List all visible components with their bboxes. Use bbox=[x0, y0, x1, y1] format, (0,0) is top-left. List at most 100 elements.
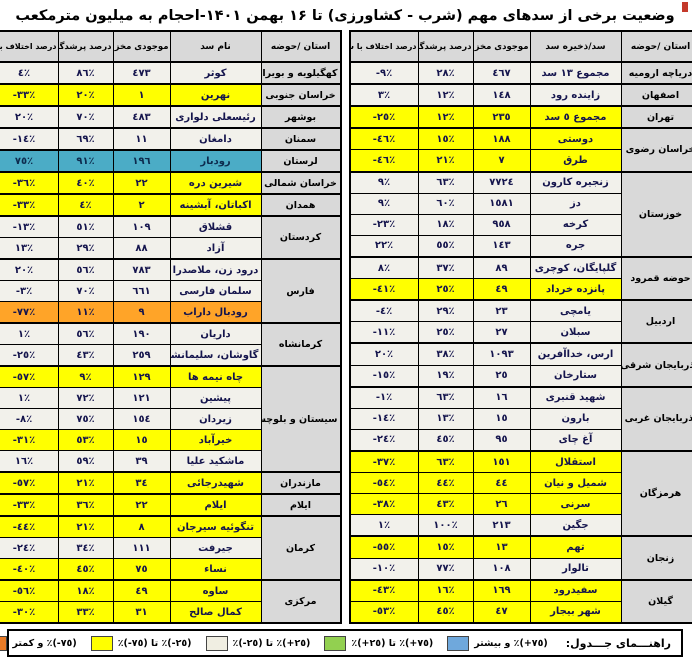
table-row: گاوشان، سلیمانشاه ٢٥٩ ٤٣٪ -٢٥٪ bbox=[0, 344, 342, 367]
legend: راهنـــمای جـــدول: ‭(+٧٥)‬٪ و بیشتر ‭(+٧… bbox=[0, 629, 684, 657]
diff-vs-last-year-cell: ٧٥٪ bbox=[0, 149, 60, 173]
reservoir-stock-cell: ١٦٩ bbox=[473, 578, 532, 602]
diff-vs-last-year-cell: ٩٪ bbox=[350, 170, 420, 194]
fill-percent-cell: ٦٣٪ bbox=[418, 170, 475, 194]
province-cell: آذربایجان شرقی bbox=[621, 342, 692, 388]
province-cell: اصفهان bbox=[621, 83, 692, 107]
dam-name-cell: ماشکید علیا bbox=[170, 450, 263, 473]
diff-vs-last-year-cell: -١٤٪ bbox=[0, 127, 60, 151]
column-header: نام سد bbox=[170, 30, 263, 63]
fill-percent-cell: ٤٥٪ bbox=[58, 558, 115, 581]
province-cell: حوضه قمرود bbox=[621, 255, 692, 301]
dam-name-cell: ستارخان bbox=[530, 364, 623, 388]
fill-percent-cell: ٢٨٪ bbox=[418, 60, 475, 85]
dam-name-cell: آغ چای bbox=[530, 428, 623, 452]
fill-percent-cell: ٧٥٪ bbox=[58, 408, 115, 430]
dam-name-cell: استقلال bbox=[530, 449, 623, 474]
table-row: جره ١٤٣ ٥٥٪ ٢٢٪ bbox=[350, 234, 692, 258]
reservoir-stock-cell: ٨٨ bbox=[113, 237, 172, 260]
column-header: موجودی مخزن bbox=[473, 30, 532, 63]
dam-name-cell: پیشین bbox=[170, 387, 263, 409]
fill-percent-cell: ٣٣٪ bbox=[58, 601, 115, 624]
diff-vs-last-year-cell: ٢٠٪ bbox=[0, 258, 60, 281]
diff-vs-last-year-cell: -٣٧٪ bbox=[350, 449, 420, 474]
column-header: استان /حوضه bbox=[621, 30, 692, 63]
diff-vs-last-year-cell: -٧٧٪ bbox=[0, 301, 60, 324]
reservoir-stock-cell: ٧ bbox=[473, 149, 532, 173]
fill-percent-cell: ٧٠٪ bbox=[58, 280, 115, 302]
reservoir-stock-cell: ٧٥ bbox=[113, 558, 172, 581]
fill-percent-cell: ١٦٪ bbox=[418, 578, 475, 602]
table-row: مازندران شهیدرجائی ٣٤ ٢١٪ -٥٧٪ bbox=[0, 471, 342, 495]
table-row: مرکزی ساوه ٤٩ ١٨٪ -٥٦٪ bbox=[0, 579, 342, 624]
reservoir-stock-cell: ٤٧ bbox=[473, 600, 532, 624]
dam-name-cell: ایلام bbox=[170, 493, 263, 517]
reservoir-stock-cell: ١٥٨١ bbox=[473, 192, 532, 215]
legend-heading: راهنـــمای جـــدول: bbox=[566, 636, 672, 650]
fill-percent-cell: ٢٥٪ bbox=[418, 321, 475, 344]
diff-vs-last-year-cell: -٤٪ bbox=[350, 299, 420, 323]
dam-name-cell: تنگوئیه سیرجان bbox=[170, 515, 263, 538]
dam-name-cell: کوثر bbox=[170, 61, 263, 85]
table-row: زیردان ١٥٤ ٧٥٪ -٨٪ bbox=[0, 408, 342, 430]
province-cell: زنجان bbox=[621, 535, 692, 581]
fill-percent-cell: ٢١٪ bbox=[418, 149, 475, 173]
fill-percent-cell: ٢٩٪ bbox=[58, 237, 115, 260]
dam-name-cell: یامچی bbox=[530, 299, 623, 323]
reservoir-stock-cell: ١٩٠ bbox=[113, 322, 172, 345]
province-cell: سیستان و بلوچستان bbox=[261, 365, 342, 473]
reservoir-stock-cell: ٤٧٣ bbox=[113, 61, 172, 85]
fill-percent-cell: ٦٠٪ bbox=[418, 192, 475, 215]
reservoir-stock-cell: ٢٥ bbox=[473, 364, 532, 388]
dam-name-cell: سرنی bbox=[530, 493, 623, 516]
table-body: دریاچه ارومیه مجموع ١٣ سد ٤٦٧ ٢٨٪ -٩٪ اصفهان ز… bbox=[350, 60, 692, 624]
diff-vs-last-year-cell: ١٪ bbox=[0, 322, 60, 345]
legend-swatch-yellow bbox=[91, 635, 114, 651]
dam-name-cell: ساوه bbox=[170, 579, 263, 602]
dam-name-cell: سفیدرود bbox=[530, 578, 623, 602]
dam-name-cell: شهید قنبری bbox=[530, 385, 623, 409]
legend-items: ‭(+٧٥)‬٪ و بیشتر ‭(+٧٥)‬٪ تا ‭(+٢٥)‬٪ ‭(+٢… bbox=[0, 635, 549, 651]
diff-vs-last-year-cell: ٣٪ bbox=[350, 83, 420, 107]
table-row: سبلان ٢٧ ٢٥٪ -١١٪ bbox=[350, 321, 692, 344]
diff-vs-last-year-cell: ٨٪ bbox=[350, 256, 420, 280]
dam-name-cell: جیرفت bbox=[170, 537, 263, 559]
table-row: زنجان تهم ١٣ ١٥٪ -٥٥٪ bbox=[350, 535, 692, 581]
table-row: آذربایجان شرقی ارس، خداآفرین ١٠٩٣ ٣٨٪ ٢٠٪ bbox=[350, 342, 692, 388]
diff-vs-last-year-cell: -٣٨٪ bbox=[350, 493, 420, 516]
fill-percent-cell: ٦٣٪ bbox=[418, 449, 475, 474]
reservoir-stock-cell: ١ bbox=[113, 83, 172, 107]
province-cell: گیلان bbox=[621, 578, 692, 624]
fill-percent-cell: ٨٦٪ bbox=[58, 61, 115, 85]
fill-percent-cell: ٧٠٪ bbox=[58, 105, 115, 129]
fill-percent-cell: ٢٥٪ bbox=[418, 278, 475, 301]
dam-name-cell: طرق bbox=[530, 149, 623, 173]
table-row: بوشهر رئیسعلی دلواری ٤٨٣ ٧٠٪ ٢٠٪ bbox=[0, 105, 342, 129]
diff-vs-last-year-cell: -٥٤٪ bbox=[350, 472, 420, 495]
dam-name-cell: نهرین bbox=[170, 83, 263, 107]
legend-item-yellow: ‭(-٢٥)‬٪ تا ‭(-٧٥)‬٪ bbox=[91, 635, 193, 651]
table-row: کرمانشاه داریان ١٩٠ ٥٦٪ ١٪ bbox=[0, 322, 342, 367]
province-cell: فارس bbox=[261, 258, 342, 324]
province-cell: خراسان جنوبی bbox=[261, 83, 342, 107]
legend-item-label: ‭(-٧٥)‬٪ و کمتر bbox=[13, 637, 78, 649]
reservoir-stock-cell: ١٣ bbox=[473, 535, 532, 559]
legend-swatch-orange bbox=[0, 635, 9, 651]
table-row: سرنی ٢٦ ٤٣٪ -٣٨٪ bbox=[350, 493, 692, 516]
reservoir-stock-cell: ١٠٨ bbox=[473, 557, 532, 581]
diff-vs-last-year-cell: ١٪ bbox=[350, 514, 420, 537]
reservoir-stock-cell: ٩٥٨ bbox=[473, 213, 532, 236]
reservoir-stock-cell: ٢٢ bbox=[113, 493, 172, 517]
table-row: کرمان تنگوئیه سیرجان ٨ ٢١٪ -٤٤٪ bbox=[0, 515, 342, 581]
province-cell: سمنان bbox=[261, 127, 342, 151]
column-header: درصد پرشدگی bbox=[418, 30, 475, 63]
dam-name-cell: کمال صالح bbox=[170, 601, 263, 624]
table-row: کهگیلویه و بویراحمدکوثر٤٧٣٨٦٪٤٪ bbox=[0, 61, 342, 85]
dam-name-cell: رودبار bbox=[170, 149, 263, 173]
legend-item-white: ‭(+٢٥)‬٪ تا ‭(-٢٥)‬٪ bbox=[206, 635, 311, 651]
fill-percent-cell: ٥٣٪ bbox=[58, 429, 115, 451]
dam-name-cell: زاینده رود bbox=[530, 83, 623, 107]
table-row: اردبیل یامچی ٢٣ ٢٩٪ -٤٪ bbox=[350, 299, 692, 344]
